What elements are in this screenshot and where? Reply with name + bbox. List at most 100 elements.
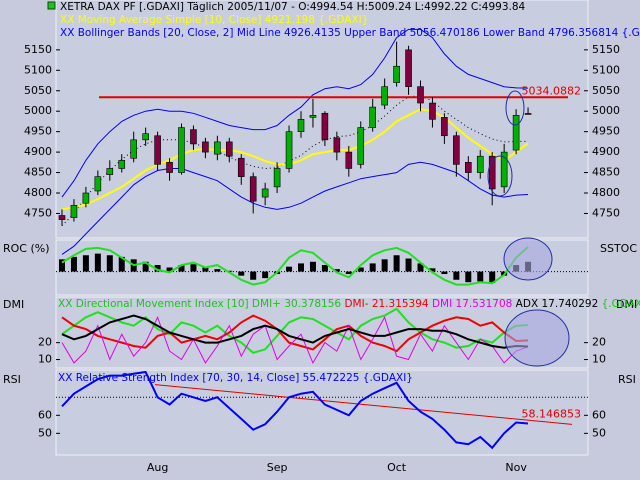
y-tick-label: 5150 <box>592 43 620 56</box>
x-tick-label: Aug <box>147 461 168 474</box>
series-line <box>61 314 529 353</box>
trend-line <box>154 384 573 425</box>
highlight-ellipse <box>503 237 553 281</box>
bar <box>298 263 304 272</box>
bar <box>465 271 472 283</box>
band-line <box>61 161 529 255</box>
candle-body <box>285 131 293 169</box>
bar <box>94 253 101 272</box>
candle-body <box>381 86 388 106</box>
candle-body <box>106 168 114 175</box>
candle-body <box>453 135 460 165</box>
panel-label: SSTOC <box>600 242 637 255</box>
candle-body <box>142 133 149 141</box>
bar <box>477 271 484 282</box>
y-tick-label: 4900 <box>24 145 52 158</box>
y-tick-label: 4800 <box>592 186 620 199</box>
bar <box>154 265 161 272</box>
candle-body <box>333 137 341 153</box>
candle-body <box>321 112 329 141</box>
legend-entry: DMI- 21.315394 <box>344 298 428 310</box>
y-tick-label: 60 <box>38 408 52 421</box>
y-tick-label: 4750 <box>24 206 52 219</box>
candle-body <box>345 151 353 169</box>
panel-label: DMI <box>3 298 24 311</box>
y-tick-label: 50 <box>592 426 606 439</box>
y-tick-label: 5050 <box>24 84 52 97</box>
bar <box>118 256 125 272</box>
bar <box>190 264 197 272</box>
bar <box>262 271 269 279</box>
y-tick-label: 5100 <box>24 63 52 76</box>
highlight-ellipse <box>504 309 570 367</box>
bar <box>381 259 388 272</box>
trend-line-label: 58.146853 <box>522 408 582 421</box>
bar <box>142 261 149 272</box>
y-tick-label: 4950 <box>24 125 52 138</box>
candle-body <box>488 155 496 190</box>
y-tick-label: 60 <box>592 408 606 421</box>
y-tick-label: 4800 <box>24 186 52 199</box>
y-tick-label: 5000 <box>24 104 52 117</box>
legend-entry: ADX 17.740292 <box>516 298 599 310</box>
candle-body <box>261 188 269 198</box>
candle-body <box>393 65 400 83</box>
candle-body <box>154 135 161 165</box>
candle-body <box>237 157 245 177</box>
panel-label: ROC (%) <box>3 242 50 255</box>
horizontal-line-label: 5034.0882 <box>522 84 582 97</box>
bar <box>286 266 293 272</box>
bar <box>345 271 352 275</box>
series-line <box>61 315 529 365</box>
candle-body <box>273 168 281 188</box>
candle-body <box>417 86 424 104</box>
y-tick-label: 4850 <box>24 166 52 179</box>
bar <box>70 256 77 272</box>
series-line <box>61 246 529 286</box>
y-tick-label: 20 <box>592 336 606 349</box>
bar <box>202 267 209 272</box>
y-tick-label: 4850 <box>592 166 620 179</box>
series-line <box>61 307 529 354</box>
legend-entry: XX Bollinger Bands [20, Close, 2] Mid Li… <box>60 27 640 39</box>
y-tick-label: 4900 <box>592 145 620 158</box>
highlight-ellipse <box>505 90 525 126</box>
x-tick-label: Oct <box>387 461 407 474</box>
candle-body <box>524 113 532 115</box>
chart-title: XETRA DAX PF [.GDAXI] Täglich 2005/11/07… <box>60 1 526 13</box>
legend-entry: DMI 17.531708 <box>432 298 512 310</box>
bar <box>369 263 376 272</box>
bar <box>321 265 328 272</box>
legend-entry: XX Directional Movement Index [10] DMI+ … <box>58 298 341 310</box>
candle-body <box>58 215 66 220</box>
candle-body <box>166 162 173 173</box>
x-tick-label: Sep <box>267 461 288 474</box>
candle-body <box>118 159 126 169</box>
candle-body <box>82 192 90 204</box>
bar <box>59 259 65 272</box>
series-icon <box>47 1 56 10</box>
plot-area: 4750 4750 4800 4800 4850 4850 4900 4900 4950 4950… <box>24 28 620 474</box>
bar <box>178 265 185 272</box>
candle-body <box>464 162 472 173</box>
y-tick-label: 20 <box>38 336 52 349</box>
bar <box>441 271 448 275</box>
bar <box>489 271 496 284</box>
bar <box>214 269 221 272</box>
bar <box>82 255 89 272</box>
candle-body <box>512 114 520 151</box>
candle-body <box>369 106 377 128</box>
bar <box>357 267 364 272</box>
bar <box>238 271 245 276</box>
candle-body <box>94 176 102 192</box>
candle-body <box>202 141 209 153</box>
panel-label: RSI <box>3 373 21 386</box>
y-tick-label: 50 <box>38 426 52 439</box>
candle-body <box>70 204 78 218</box>
y-tick-label: 10 <box>592 353 606 366</box>
bar <box>405 258 412 272</box>
legend-entry: XX Moving Average Simple [10, Close] 492… <box>60 14 368 26</box>
candle-body <box>249 176 257 202</box>
panel-label: DMI <box>616 298 637 311</box>
bar <box>309 261 316 272</box>
